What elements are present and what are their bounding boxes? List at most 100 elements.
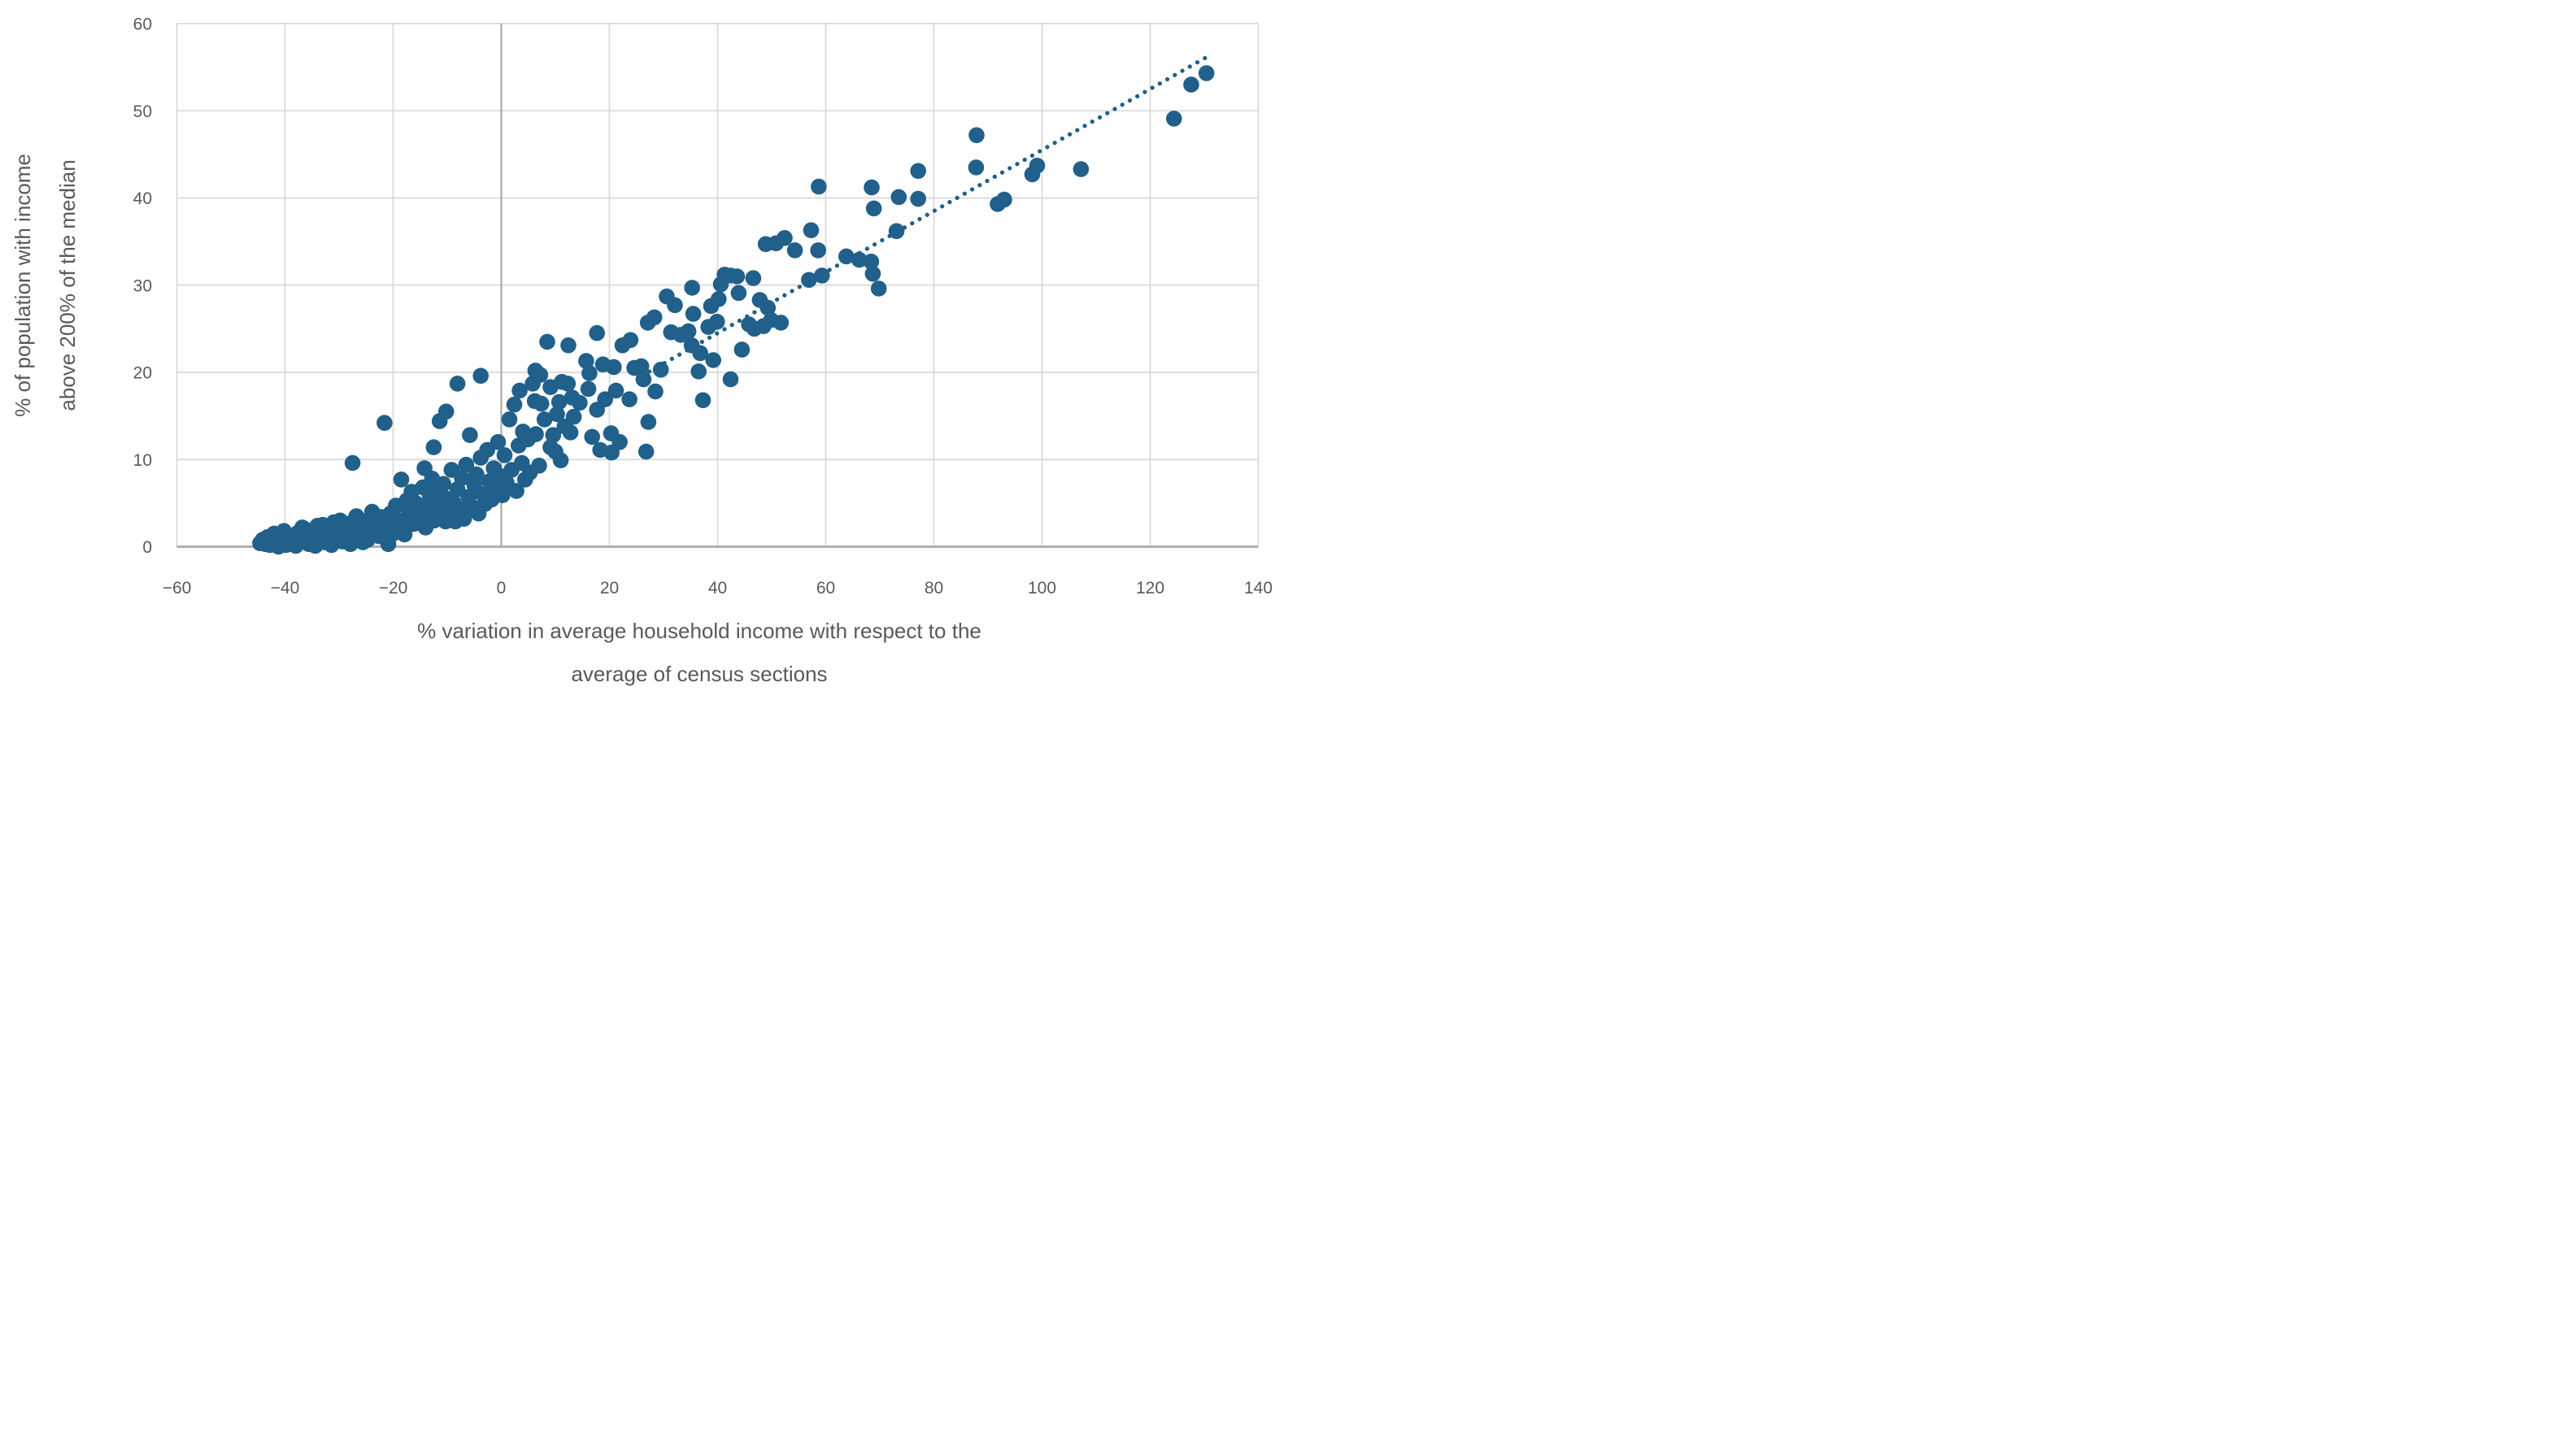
y-tick-label: 10 [133,451,152,470]
data-point [501,411,518,428]
y-tick-labels: 0 10 20 30 40 50 60 [133,15,152,558]
data-point [786,242,803,259]
data-point [611,434,628,450]
data-point [506,396,523,413]
data-point [425,439,442,455]
data-point [633,358,650,375]
data-point [606,358,622,376]
data-point [496,447,513,463]
data-point [597,391,613,408]
data-point [552,452,569,469]
x-tick-label: 0 [497,579,507,598]
data-points [252,65,1215,555]
scatter-plot: −60 −40 −20 0 20 40 60 80 100 120 140 0 10 20 30 40 50 60 [133,15,1273,598]
data-point [562,424,579,441]
data-point [455,511,472,527]
data-point [458,456,475,473]
data-point [437,403,455,420]
data-point [667,297,683,314]
data-point [722,371,739,388]
data-point [472,367,489,385]
x-tick-label: 80 [925,579,943,598]
data-point [589,324,605,341]
data-point [511,382,528,399]
data-point [635,371,652,388]
data-point [996,191,1012,208]
data-point [393,471,410,488]
data-point [565,408,582,425]
data-point [494,487,511,503]
data-point [1029,158,1046,174]
data-point [449,376,466,392]
data-point [508,483,524,499]
data-point [759,299,777,316]
data-point [801,272,817,289]
data-point [864,179,880,196]
data-point [550,393,568,411]
data-point [490,434,507,450]
data-point [462,427,478,443]
data-point [968,127,985,144]
data-point [864,266,881,282]
data-point [533,395,550,412]
x-axis-title-line2: average of census sections [571,662,828,686]
data-point [772,315,790,331]
trendline [639,55,1208,378]
x-tick-label: 140 [1244,579,1273,598]
data-point [532,367,549,384]
data-point [1166,111,1182,127]
y-axis-title: % of population with income above 200% o… [1,0,92,578]
y-tick-label: 40 [133,189,152,208]
data-point [559,376,577,392]
data-point [711,291,727,307]
data-point [910,190,926,207]
y-axis-title-line1: % of population with income [11,154,35,417]
data-point [407,495,424,511]
data-point [870,280,887,297]
data-point [581,365,598,381]
data-point [539,333,555,350]
data-point [777,230,793,246]
x-tick-label: 60 [816,579,835,598]
data-point [1198,65,1215,81]
data-point [607,382,624,399]
data-point [685,306,702,322]
data-point [810,242,826,259]
data-point [709,314,725,330]
data-point [745,270,762,287]
x-tick-label: 20 [600,579,619,598]
data-point [684,280,700,296]
data-point [690,363,707,380]
data-point [729,268,746,285]
x-tick-label: −60 [163,579,192,598]
data-point [811,178,827,195]
chart-container: −60 −40 −20 0 20 40 60 80 100 120 140 0 10 20 30 40 50 60… [0,0,1288,717]
data-point [730,285,747,302]
x-tick-label: −20 [379,579,408,598]
data-point [454,470,470,486]
data-point [640,414,657,430]
y-tick-label: 30 [133,276,152,295]
data-point [890,189,907,206]
x-tick-label: 100 [1028,579,1056,598]
y-axis-title-line2: above 200% of the median [55,159,80,411]
data-point [531,458,547,474]
data-point [578,353,594,369]
x-tick-label: 40 [708,579,727,598]
data-point [621,391,637,408]
data-point [468,466,485,483]
y-tick-label: 50 [133,102,152,121]
data-point [803,222,820,239]
data-point [863,254,880,270]
data-point [572,394,588,411]
y-tick-label: 0 [142,538,152,557]
data-point [396,526,413,543]
y-tick-label: 60 [133,15,152,34]
data-point [733,341,751,358]
data-point [838,248,855,265]
data-point [1183,76,1199,93]
data-point [888,223,905,240]
x-tick-labels: −60 −40 −20 0 20 40 60 80 100 120 140 [163,579,1273,598]
data-point [851,251,868,268]
data-point [549,406,565,423]
